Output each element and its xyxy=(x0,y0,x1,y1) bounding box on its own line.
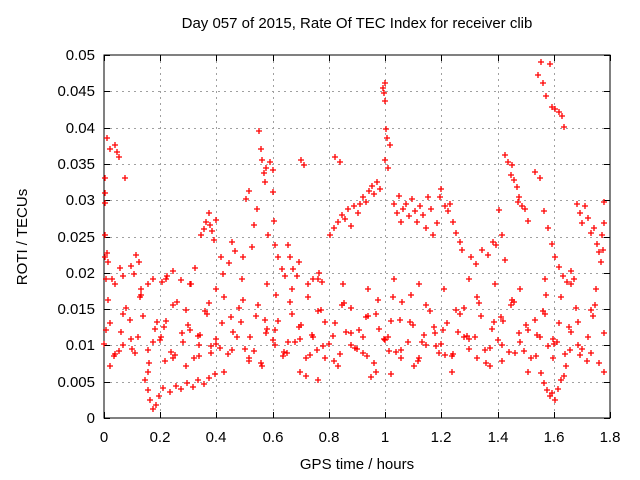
svg-text:1.2: 1.2 xyxy=(431,429,452,446)
data-points xyxy=(101,59,607,412)
y-tick-labels: 0 0.005 0.01 0.015 0.02 0.025 0.03 0.035 0.04 0.0… xyxy=(57,47,95,427)
chart-title: Day 057 of 2015, Rate Of TEC Index for r… xyxy=(182,15,533,32)
y-axis-label: ROTI / TECUs xyxy=(14,189,31,285)
svg-text:0.4: 0.4 xyxy=(206,429,227,446)
svg-text:0.035: 0.035 xyxy=(57,156,95,173)
scatter-series-ROTI xyxy=(101,59,607,412)
axis-ticks xyxy=(104,55,611,419)
svg-text:0.015: 0.015 xyxy=(57,301,95,318)
svg-text:0.05: 0.05 xyxy=(66,47,95,64)
svg-text:0.005: 0.005 xyxy=(57,374,95,391)
svg-text:0.2: 0.2 xyxy=(150,429,171,446)
plot-border xyxy=(103,54,611,419)
svg-text:0: 0 xyxy=(100,429,108,446)
svg-text:1: 1 xyxy=(381,429,389,446)
svg-text:1.4: 1.4 xyxy=(488,429,509,446)
svg-text:0.03: 0.03 xyxy=(66,192,95,209)
svg-text:0.045: 0.045 xyxy=(57,83,95,100)
svg-text:1.8: 1.8 xyxy=(600,429,621,446)
x-tick-labels: 0 0.2 0.4 0.6 0.8 1 1.2 1.4 1.6 1.8 xyxy=(100,429,621,446)
svg-text:1.6: 1.6 xyxy=(544,429,565,446)
x-axis-label: GPS time / hours xyxy=(300,456,414,473)
svg-text:0.8: 0.8 xyxy=(319,429,340,446)
svg-text:0.04: 0.04 xyxy=(66,120,95,137)
svg-text:0.025: 0.025 xyxy=(57,229,95,246)
svg-text:0: 0 xyxy=(87,410,95,427)
svg-text:0.6: 0.6 xyxy=(263,429,284,446)
grid-lines xyxy=(104,55,610,418)
svg-text:0.02: 0.02 xyxy=(66,265,95,282)
svg-text:0.01: 0.01 xyxy=(66,337,95,354)
